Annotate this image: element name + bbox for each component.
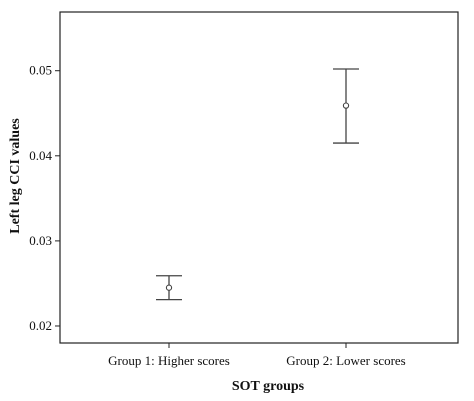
x-axis: Group 1: Higher scores Group 2: Lower sco… [108, 343, 406, 368]
x-tick-label: Group 2: Lower scores [286, 353, 406, 368]
y-tick-label: 0.02 [29, 318, 52, 333]
mean-point [342, 102, 350, 109]
y-axis-title: Left leg CCI values [8, 118, 23, 234]
y-tick-label: 0.05 [29, 63, 52, 78]
plot-frame [59, 11, 459, 344]
y-axis: 0.02 0.03 0.04 0.05 [29, 63, 60, 333]
x-tick-label: Group 1: Higher scores [108, 353, 230, 368]
y-tick-label: 0.04 [29, 148, 52, 163]
x-axis-title: SOT groups [232, 379, 305, 394]
y-tick-label: 0.03 [29, 233, 52, 248]
mean-point [165, 284, 173, 291]
data-marks [156, 68, 359, 301]
